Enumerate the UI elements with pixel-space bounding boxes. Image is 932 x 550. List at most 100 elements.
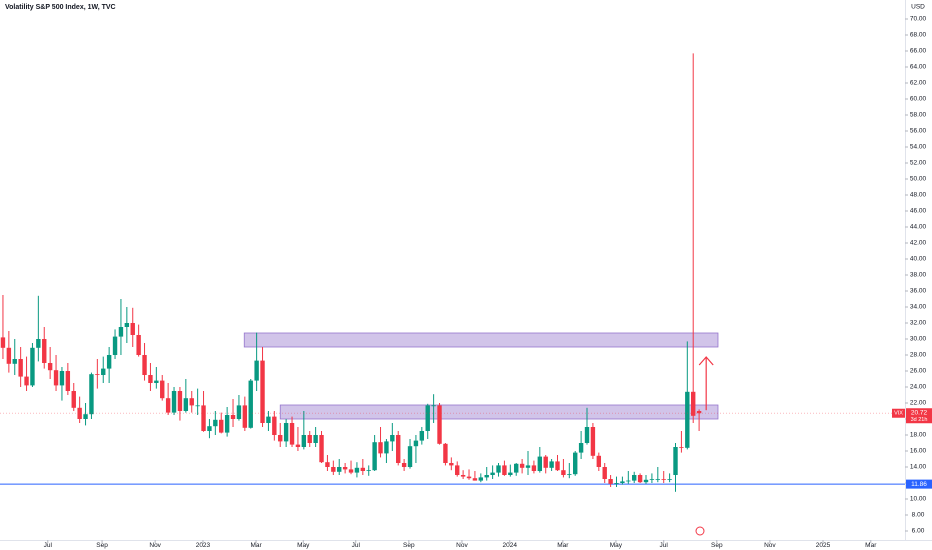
y-tick-label: 38.00 [910,272,927,279]
y-tick-label: 14.00 [910,464,927,471]
candle-body [112,336,118,355]
candle-body [42,339,47,363]
support-label-box [906,479,932,489]
last-price-box [906,408,932,424]
y-tick-label: 44.00 [910,224,927,231]
y-tick-label: 46.00 [910,208,927,215]
candle-body [101,368,106,375]
candle-body [36,339,41,348]
candle-body [549,461,554,468]
candle-body [53,370,59,386]
y-tick-label: 24.00 [910,384,927,391]
candle-body [313,435,318,443]
candle-body [130,323,135,335]
candle-body [207,426,212,431]
candle-body [289,423,295,445]
y-tick-label: 60.00 [910,96,927,103]
candle-body [537,456,543,471]
candle-body [248,380,253,428]
candle-body [89,374,94,415]
candle-body [514,463,519,473]
candle-body [466,476,472,479]
y-tick-label: 54.00 [910,144,927,151]
candle-body [71,391,76,408]
candle-body [142,355,147,375]
y-tick-label: 50.00 [910,176,927,183]
candle-body [360,467,366,471]
candle-body [272,416,277,435]
candle-body [679,447,684,448]
candle-body [177,391,183,411]
candle-body [555,461,560,471]
candle-body [307,435,312,443]
candle-body [6,347,12,364]
x-tick-label: Nov [456,542,468,549]
price-zone [243,332,719,348]
candle-body [118,327,124,337]
candle-body [65,371,71,391]
candle-body [655,479,661,480]
candle-body [171,391,177,413]
arrow-head [698,356,714,366]
candle-body [437,405,442,444]
y-tick-label: 48.00 [910,192,927,199]
candle-body [266,416,271,423]
x-tick-label: 2024 [502,542,517,549]
candle-body [83,414,88,419]
candle-body [224,415,230,433]
candle-body [661,479,666,480]
y-tick-label: 40.00 [910,256,927,263]
y-tick-label: 52.00 [910,160,927,167]
y-tick-label: 56.00 [910,128,927,135]
candle-body [189,398,194,406]
candle-body [584,427,590,443]
y-tick-label: 32.00 [910,320,927,327]
currency-label: USD [911,4,925,11]
candle-body [490,472,495,475]
y-tick-label: 18.00 [910,432,927,439]
candle-body [460,475,466,477]
candle-body [685,391,690,448]
x-tick-label: Sep [96,542,108,549]
candle-body [230,415,236,419]
candle-body [59,371,65,386]
candle-body [649,479,655,480]
candle-body [413,440,419,447]
last-price-label: 20.72 [911,409,928,416]
candle-body [201,405,206,431]
candle-body [691,391,696,416]
y-tick-label: 22.00 [910,400,927,407]
x-tick-label: Nov [764,542,776,549]
candle-body [295,444,301,447]
x-tick-label: Mar [250,542,262,549]
candle-body [195,405,200,407]
candle-body [384,441,389,454]
candle-body [667,479,672,480]
candle-body [602,467,607,479]
candle-body [519,463,525,468]
candle-body [30,347,35,386]
candle-body [165,398,171,413]
y-tick-label: 10.00 [910,496,927,503]
candle-body [401,463,407,467]
candle-body [337,467,342,472]
x-tick-label: May [297,542,310,549]
candle-body [95,374,100,375]
candle-body [183,398,189,411]
candle-body [431,405,436,407]
countdown-label: 3d 21h [911,417,928,423]
candle-body [124,323,130,327]
candle-body [455,465,460,475]
candle-body [106,355,112,369]
candle-body [219,419,224,433]
candle-body [443,443,448,463]
y-tick-label: 64.00 [910,64,927,71]
candle-body [632,475,637,481]
candle-body [160,380,165,399]
symbol-label-box [892,408,905,418]
candle-body [425,405,430,431]
candle-body [620,481,625,483]
y-tick-label: 26.00 [910,368,927,375]
y-tick-label: 16.00 [910,448,927,455]
